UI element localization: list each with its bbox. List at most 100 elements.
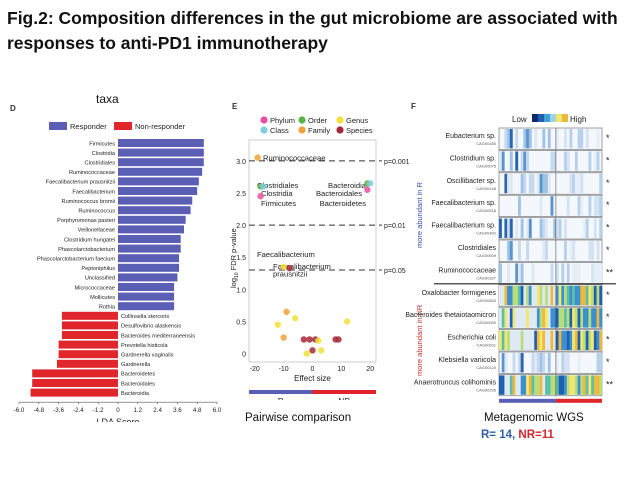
heatmap-row-label: Eubacterium sp. xyxy=(445,133,496,140)
lda-x-tick-label: -1.2 xyxy=(93,407,104,414)
heatmap-cell xyxy=(593,330,597,350)
point-annotation: Firmicutes xyxy=(261,199,296,208)
heatmap-cell xyxy=(569,308,573,328)
legend-label: Family xyxy=(308,126,330,135)
heatmap-cell xyxy=(566,375,570,395)
heatmap-cell xyxy=(542,375,546,395)
legend-label: Class xyxy=(270,126,289,135)
lda-bar xyxy=(118,215,186,224)
heatmap-cell xyxy=(566,196,570,216)
heatmap-cell xyxy=(561,353,565,373)
heatmap-cell xyxy=(583,330,586,350)
y-axis-title-base: log xyxy=(229,278,238,288)
heatmap-row-label: Escherichia coli xyxy=(447,335,496,342)
heatmap-cell xyxy=(531,308,535,328)
scatter-point xyxy=(260,183,267,190)
legend-dot xyxy=(336,126,344,134)
heatmap-cell xyxy=(599,375,603,395)
heatmap-cell xyxy=(539,353,543,373)
scatter-point xyxy=(364,186,371,193)
heatmap-cell xyxy=(564,129,567,149)
point-annotation: Clostridiales xyxy=(257,181,299,190)
legend-label-non-responder: Non-responder xyxy=(135,122,186,131)
slide-title: Fig.2: Composition differences in the gu… xyxy=(7,8,618,53)
lda-bar-label: Mollicutes xyxy=(90,295,115,301)
heatmap-cell xyxy=(558,308,562,328)
lda-x-tick-label: -4.8 xyxy=(33,407,44,414)
heatmap-cell xyxy=(588,308,592,328)
heatmap-cell xyxy=(512,308,516,328)
lda-bar-label: Clostridia xyxy=(92,151,116,157)
heatmap-row xyxy=(498,239,603,262)
significance-star: * xyxy=(606,357,610,367)
group-label-nr: NR xyxy=(338,397,350,400)
legend-swatch xyxy=(550,114,556,122)
heatmap-cell xyxy=(599,330,603,350)
heatmap-cell xyxy=(520,353,524,373)
heatmap-cell xyxy=(499,285,502,306)
legend-dot xyxy=(336,116,344,124)
threshold-label: p=0.01 xyxy=(384,223,406,230)
heatmap-cell xyxy=(558,330,562,350)
heatmap-cell xyxy=(534,308,538,328)
heatmap-cell xyxy=(523,151,527,171)
heatmap-cell xyxy=(593,308,597,328)
heatmap-cell xyxy=(520,218,524,238)
side-label-r: more abundant in R xyxy=(415,182,424,248)
threshold-label: p=0.05 xyxy=(384,268,406,275)
heatmap-cell xyxy=(520,151,524,171)
heatmap-cell xyxy=(509,330,513,350)
heatmap-cell xyxy=(580,330,584,350)
heatmap-cell xyxy=(591,241,595,261)
heatmap-row-id: CAG00075 xyxy=(476,163,497,168)
heatmap-cell xyxy=(583,285,586,306)
heatmap-cell xyxy=(574,308,578,328)
heatmap-cell xyxy=(542,285,546,306)
heatmap-cell xyxy=(528,285,532,306)
heatmap-cell xyxy=(566,285,570,306)
heatmap-cell xyxy=(531,375,535,395)
heatmap-cell xyxy=(499,151,502,171)
heatmap-cell xyxy=(531,330,535,350)
metagenomic-heatmap: Low High more abundant in R more abundant i… xyxy=(405,114,616,404)
heatmap-cell xyxy=(593,218,597,238)
heatmap-cell xyxy=(504,285,508,306)
lda-bar xyxy=(32,379,119,387)
legend-swatch xyxy=(544,114,550,122)
heatmap-cell xyxy=(528,308,532,328)
heatmap-row-label: Oscillibacter sp. xyxy=(447,178,496,185)
y-axis-title: log10 FDR p-value xyxy=(229,228,240,288)
heatmap-cell xyxy=(501,330,505,350)
lda-bar-label: Ruminococcus bromii xyxy=(62,199,115,205)
heatmap-cell xyxy=(572,263,576,283)
heatmap-cell xyxy=(588,241,592,261)
heatmap-cell xyxy=(515,308,519,328)
heatmap-cell xyxy=(572,241,576,261)
lda-bar-label: Veillonellaceae xyxy=(78,228,115,234)
heatmap-cell xyxy=(593,375,597,395)
legend-dot xyxy=(298,126,306,134)
heatmap-cell xyxy=(545,375,548,395)
pairwise-caption: Pairwise comparison xyxy=(245,412,352,424)
lda-bar xyxy=(56,359,118,368)
heatmap-cell xyxy=(526,129,530,149)
heatmap-cell xyxy=(547,375,551,395)
point-annotation: Bacteroidales xyxy=(316,189,362,198)
heatmap-cell xyxy=(504,173,508,194)
heatmap-cell xyxy=(580,129,584,149)
heatmap-row-id: CAG00124 xyxy=(476,365,497,370)
legend-label: Order xyxy=(308,116,328,125)
heatmap-cell xyxy=(591,308,595,328)
heatmap-cell xyxy=(574,151,578,171)
scatter-point xyxy=(291,315,299,322)
y-axis-title-rest: FDR p-value xyxy=(229,228,238,272)
x-tick-label: -20 xyxy=(250,366,260,373)
scatter-point xyxy=(283,308,290,316)
heatmap-cell xyxy=(504,375,508,395)
panel-e-letter: E xyxy=(232,102,238,111)
heatmap-cell xyxy=(566,308,570,328)
heatmap-cell xyxy=(599,263,603,283)
point-annotation: prausnitzii xyxy=(273,269,307,278)
lda-bar xyxy=(118,263,180,272)
lda-bar-label: Clostridiales xyxy=(85,161,116,167)
